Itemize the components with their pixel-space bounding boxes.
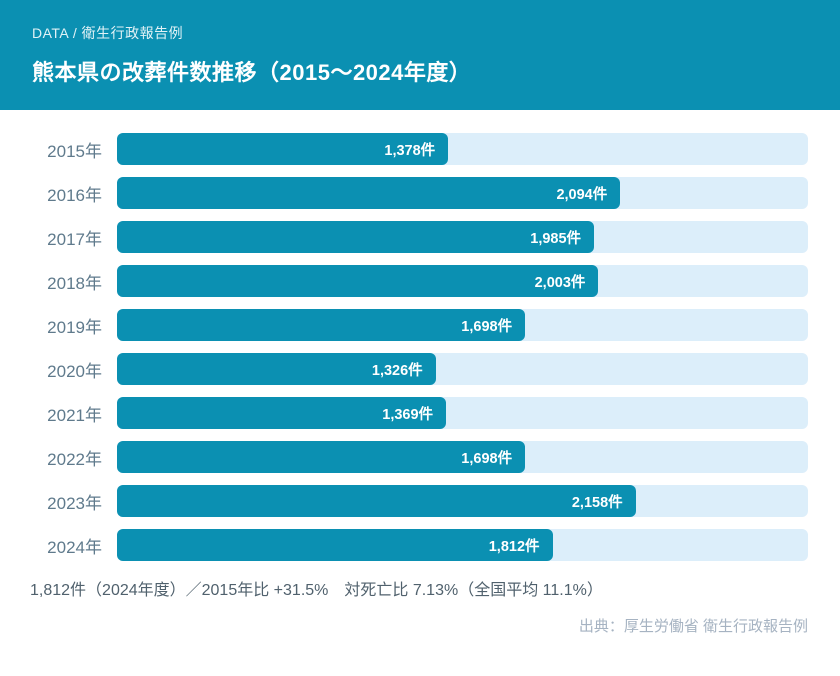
chart-row: 2015年 1,378件 — [30, 133, 808, 165]
bar-track: 1,326件 — [117, 353, 808, 385]
year-label: 2023年 — [47, 493, 102, 513]
chart-row: 2018年 2,003件 — [30, 265, 808, 297]
header: DATA / 衛生行政報告例 熊本県の改葬件数推移（2015～2024年度） — [0, 0, 840, 110]
bar-value-label: 1,369件 — [382, 406, 434, 423]
chart-row: 2024年 1,812件 — [30, 529, 808, 561]
bar-value-label: 2,003件 — [534, 274, 586, 291]
source-credit: 出典：厚生労働省 衛生行政報告例 — [578, 618, 808, 635]
year-label: 2020年 — [47, 361, 102, 381]
bar: 2,003件 — [117, 265, 599, 297]
bar-value-label: 1,326件 — [371, 362, 423, 379]
bar-track: 1,812件 — [117, 529, 808, 561]
bar-track: 2,158件 — [117, 485, 808, 517]
year-label: 2015年 — [47, 141, 102, 161]
chart-row: 2016年 2,094件 — [30, 177, 808, 209]
bar-value-label: 1,985件 — [530, 230, 582, 247]
page-title: 熊本県の改葬件数推移（2015～2024年度） — [32, 60, 472, 85]
bar-track: 2,003件 — [117, 265, 808, 297]
year-label: 2022年 — [47, 449, 102, 469]
chart-row: 2020年 1,326件 — [30, 353, 808, 385]
bar-track: 1,369件 — [117, 397, 808, 429]
chart-row: 2019年 1,698件 — [30, 309, 808, 341]
bar-track: 1,378件 — [117, 133, 808, 165]
year-label: 2016年 — [47, 185, 102, 205]
bar: 1,812件 — [117, 529, 553, 561]
year-label: 2018年 — [47, 273, 102, 293]
bar: 1,378件 — [117, 133, 449, 165]
breadcrumb: DATA / 衛生行政報告例 — [32, 25, 184, 41]
bar-value-label: 1,698件 — [461, 318, 513, 335]
bar-track: 1,698件 — [117, 309, 808, 341]
year-label: 2019年 — [47, 317, 102, 337]
bar-value-label: 2,158件 — [571, 494, 623, 511]
chart-row: 2021年 1,369件 — [30, 397, 808, 429]
bar-value-label: 1,378件 — [384, 142, 436, 159]
summary-stats: 1,812件（2024年度）／2015年比 +31.5% 対死亡比 7.13%（… — [30, 582, 603, 599]
bar-track: 1,985件 — [117, 221, 808, 253]
bar-chart: 2015年 1,378件 2016年 2,094件 2017年 1,985件 2018年 2,… — [0, 110, 840, 561]
bar: 1,369件 — [117, 397, 447, 429]
bar: 2,094件 — [117, 177, 621, 209]
chart-row: 2022年 1,698件 — [30, 441, 808, 473]
bar-track: 2,094件 — [117, 177, 808, 209]
bar-value-label: 1,698件 — [461, 450, 513, 467]
bar: 1,698件 — [117, 309, 526, 341]
year-label: 2024年 — [47, 537, 102, 557]
chart-row: 2023年 2,158件 — [30, 485, 808, 517]
bar-value-label: 1,812件 — [488, 538, 540, 555]
year-label: 2021年 — [47, 405, 102, 425]
bar: 1,985件 — [117, 221, 595, 253]
bar-track: 1,698件 — [117, 441, 808, 473]
bar: 2,158件 — [117, 485, 636, 517]
bar: 1,698件 — [117, 441, 526, 473]
bar-value-label: 2,094件 — [556, 186, 608, 203]
chart-row: 2017年 1,985件 — [30, 221, 808, 253]
year-label: 2017年 — [47, 229, 102, 249]
bar: 1,326件 — [117, 353, 436, 385]
